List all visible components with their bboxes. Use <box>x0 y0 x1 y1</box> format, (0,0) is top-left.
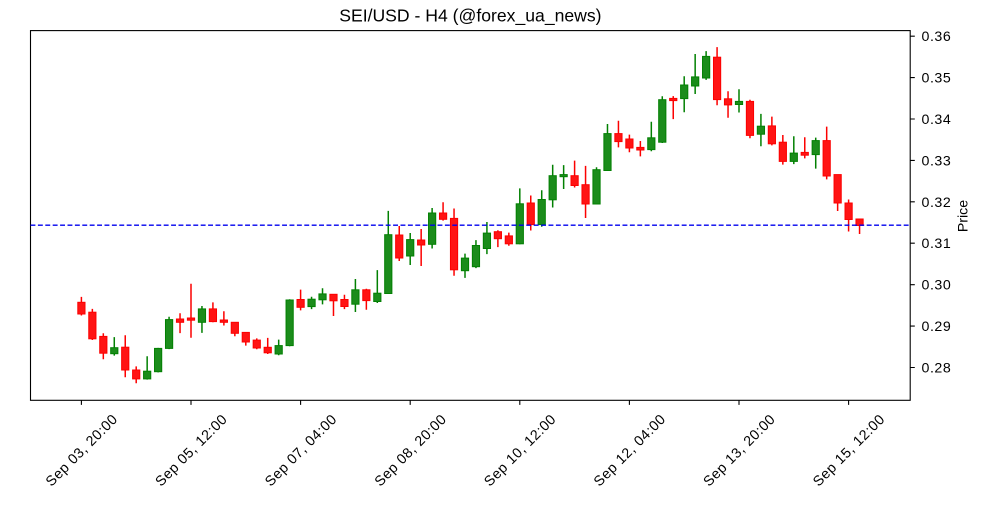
svg-text:0.28: 0.28 <box>922 361 952 377</box>
svg-text:0.32: 0.32 <box>922 195 952 211</box>
svg-text:0.33: 0.33 <box>922 153 952 169</box>
svg-text:0.29: 0.29 <box>922 319 952 335</box>
svg-text:0.31: 0.31 <box>922 236 952 252</box>
svg-text:0.36: 0.36 <box>922 29 952 45</box>
svg-text:SEI/USD - H4 (@forex_ua_news): SEI/USD - H4 (@forex_ua_news) <box>339 6 601 27</box>
svg-text:0.35: 0.35 <box>922 71 952 87</box>
svg-text:0.30: 0.30 <box>922 278 952 294</box>
svg-text:0.34: 0.34 <box>922 112 952 128</box>
svg-text:Price: Price <box>956 200 972 232</box>
